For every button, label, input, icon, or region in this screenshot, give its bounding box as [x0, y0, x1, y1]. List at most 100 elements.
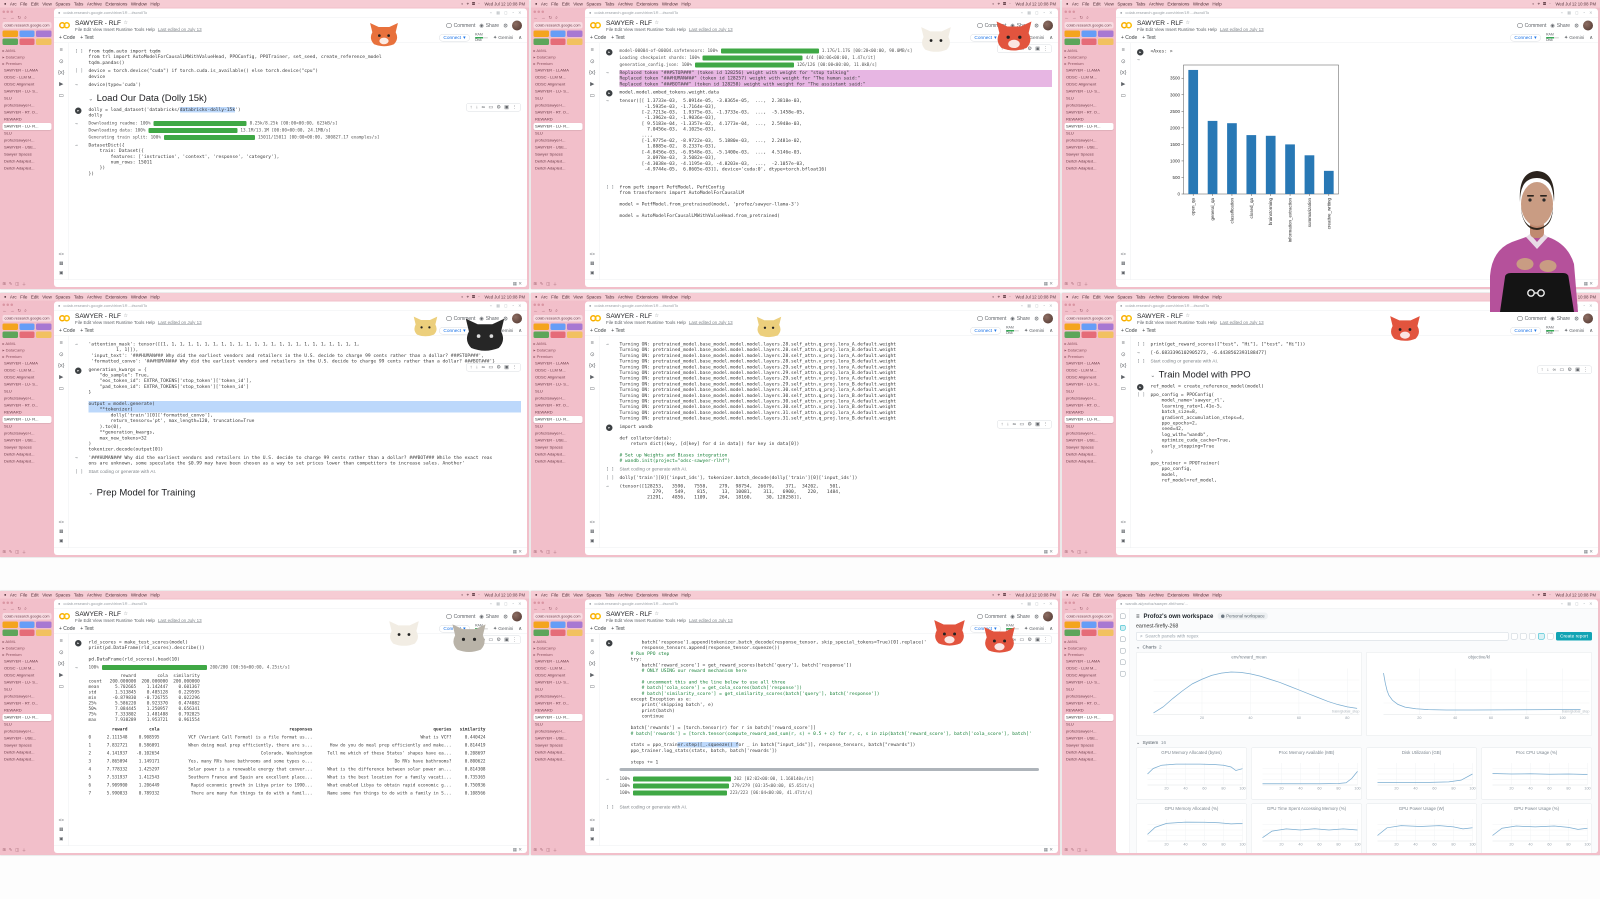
sidebar-tab-item[interactable]: SAWYER - LU- R... — [1064, 714, 1114, 721]
rail-icon[interactable]: ▶ — [590, 81, 595, 87]
menubar-item-edit[interactable]: Edit — [561, 1, 570, 7]
menubar-item-archive[interactable]: Archive — [1148, 294, 1164, 300]
sidebar-tab-item[interactable]: SAWYER - LLAMA — [535, 659, 569, 664]
menubar-item-tabs[interactable]: Tabs — [1135, 1, 1146, 7]
window-traffic-lights[interactable] — [1064, 10, 1114, 13]
cell-toolbar-icon[interactable]: ⋮ — [1583, 367, 1588, 373]
star-icon[interactable]: ☆ — [123, 611, 128, 617]
cell-toolbar-icon[interactable]: ▣ — [1575, 367, 1580, 373]
cell-toolbar-icon[interactable]: ⋮ — [512, 364, 517, 370]
wandb-line-chart[interactable]: 20 40 60 80 100 train/global_step — [1367, 660, 1593, 730]
sidebar-bottom-icon[interactable]: ＋ — [552, 550, 557, 555]
app-icon[interactable] — [1081, 621, 1097, 628]
user-avatar[interactable] — [1583, 313, 1593, 324]
sidebar-bottom-icons[interactable]: ⊞ ✎ ◫ ＋ — [3, 550, 52, 556]
menubar-item-arc[interactable]: Arc — [1071, 592, 1079, 598]
wandb-rail-icon[interactable] — [1120, 671, 1126, 677]
nav-icon[interactable]: → — [10, 606, 15, 611]
share-button[interactable]: ◉Share — [1550, 316, 1570, 322]
sidebar-tab-item[interactable]: ODSC - LLM M... — [4, 368, 35, 373]
browser-action-icons[interactable]: ⌁ ▦ ◻ ◔ ✕ — [489, 601, 523, 607]
sidebar-bottom-icon[interactable]: ✎ — [1070, 281, 1075, 287]
app-icon[interactable] — [19, 323, 35, 330]
app-icon[interactable] — [1064, 629, 1080, 636]
cell-toolbar[interactable]: ↑↓∞▭⚙▣⋮ — [465, 362, 521, 372]
nav-icon[interactable]: ↻ — [1079, 15, 1084, 20]
app-icon[interactable] — [19, 621, 35, 628]
sidebar-url[interactable]: colab.research.google.com — [2, 613, 52, 620]
colab-menus[interactable]: File Edit View Insert Runtime Tools Help — [606, 618, 686, 623]
sidebar-tab-item[interactable]: SAWYER - LLAMA — [1066, 361, 1100, 366]
app-icon[interactable] — [1081, 323, 1097, 330]
nav-icon[interactable]: ← — [533, 15, 539, 20]
rail-icon[interactable]: {x} — [1120, 362, 1127, 369]
section-system[interactable]: ⌄ System 16 — [1136, 740, 1592, 746]
window-traffic-lights[interactable] — [533, 10, 583, 13]
app-icon[interactable] — [36, 629, 52, 636]
nav-icon[interactable]: ↻ — [17, 15, 22, 20]
menubar-item-file[interactable]: File — [1082, 592, 1090, 598]
nav-icon[interactable]: ← — [2, 308, 8, 313]
add-text-button[interactable]: + Text — [80, 34, 94, 41]
sidebar-tab-item[interactable]: profoz/sawyer-l... — [4, 431, 35, 436]
menubar-item-window[interactable]: Window — [1192, 1, 1209, 7]
traffic-light-dot[interactable] — [1068, 10, 1071, 13]
user-avatar[interactable] — [1043, 313, 1053, 324]
sidebar-tab-item[interactable]: SLU — [1066, 131, 1074, 136]
star-icon[interactable]: ☆ — [654, 313, 659, 319]
menubar-item-spaces[interactable]: Spaces — [55, 294, 71, 300]
gemini-button[interactable]: ✦ Gemini — [492, 625, 514, 632]
gemini-button[interactable]: ✦ Gemini — [1023, 34, 1045, 41]
add-code-button[interactable]: + Code — [1121, 34, 1138, 41]
menubar-item-window[interactable]: Window — [661, 592, 678, 598]
window-traffic-lights[interactable] — [2, 601, 52, 604]
comment-button[interactable]: Comment — [446, 614, 475, 619]
menubar-item-arc[interactable]: Arc — [540, 294, 548, 300]
sidebar-bottom-icon[interactable]: ＋ — [21, 550, 26, 555]
sidebar-tab-item[interactable]: SAWYER - LU- R... — [533, 714, 583, 721]
code-cell[interactable]: ↑ ↓ ∞ ▭ ⚙ ▣ ⋮ ▶ dolly = load_dataset('databricks… — [75, 103, 521, 118]
wandb-line-chart[interactable]: 20 40 60 80 100 — [1137, 755, 1248, 795]
sidebar-bottom-icon[interactable]: ＋ — [552, 282, 557, 287]
sidebar-tab-item[interactable]: profoz/sawyer-l... — [535, 138, 566, 143]
sidebar-tab-item[interactable]: SLU — [4, 96, 12, 101]
sidebar-bottom-icon[interactable]: ◫ — [1077, 549, 1081, 555]
user-avatar[interactable] — [512, 20, 522, 31]
wandb-line-chart[interactable]: 20 40 60 80 100 — [1137, 811, 1248, 851]
sidebar-tab-item[interactable]: Deitch Adapted... — [4, 166, 35, 171]
sidebar-tab-item[interactable]: Deitch Adapted... — [535, 159, 566, 164]
add-code-button[interactable]: + Code — [59, 327, 76, 334]
sidebar-group-ai/ml[interactable]: ▸ AI/ML — [2, 341, 16, 347]
user-avatar[interactable] — [1583, 20, 1593, 31]
rail-icon[interactable]: {x} — [1120, 69, 1127, 76]
code-cell[interactable]: ↑↓∞▭⚙▣⋮▶ batch['response'].append(tokeni… — [606, 635, 1052, 765]
sidebar-group-datacamp[interactable]: ▸ DataCamp — [533, 646, 556, 651]
sidebar-tab-item[interactable]: SAWYER - LU- S... — [535, 382, 570, 387]
traffic-light-dot[interactable] — [541, 10, 544, 13]
rail-icon[interactable]: ⊙ — [58, 649, 64, 656]
cell-toolbar-icon[interactable]: ▭ — [1019, 421, 1024, 427]
cell-toolbar-icon[interactable]: ▭ — [488, 637, 493, 643]
apple-menu-icon[interactable]: ● — [4, 294, 7, 300]
app-icon[interactable] — [1098, 30, 1114, 37]
colab-menus[interactable]: File Edit View Insert Runtime Tools Help — [75, 27, 155, 32]
wandb-line-chart[interactable]: 20 40 60 80 100 — [1252, 755, 1363, 795]
menubar-item-extensions[interactable]: Extensions — [105, 294, 128, 300]
sidebar-tab-item[interactable]: Sawyer Spaces — [535, 152, 563, 157]
menubar-item-tabs[interactable]: Tabs — [1135, 592, 1146, 598]
metric-chart-card[interactable]: env/reward_mean 20 40 60 80 train/global_step — [1136, 652, 1362, 736]
sidebar-bottom-icon[interactable]: ✎ — [8, 281, 13, 287]
sidebar-tab-item[interactable]: ODSC - LLM M... — [535, 666, 566, 671]
colab-menus[interactable]: File Edit View Insert Runtime Tools Help — [606, 320, 686, 325]
sidebar-tab-item[interactable]: SAWYER - LLAMA — [4, 68, 38, 73]
last-edited-link[interactable]: Last edited on July 13 — [688, 618, 733, 623]
rail-icon[interactable]: ≡ — [59, 638, 63, 644]
nav-icon[interactable]: ⌕ — [555, 308, 558, 313]
window-traffic-lights[interactable] — [1064, 601, 1114, 604]
sidebar-nav-icons[interactable]: ← → ↻ ⌕ — [534, 606, 583, 612]
browser-action-icons[interactable]: ⌁ ▦ ◻ ◔ ✕ — [1560, 601, 1594, 607]
notebook-title[interactable]: SAWYER - RLF — [75, 610, 121, 618]
app-icon[interactable] — [2, 323, 18, 330]
sidebar-group-premium[interactable]: ▸ Premium — [1064, 354, 1084, 360]
apple-menu-icon[interactable]: ● — [1066, 592, 1069, 598]
